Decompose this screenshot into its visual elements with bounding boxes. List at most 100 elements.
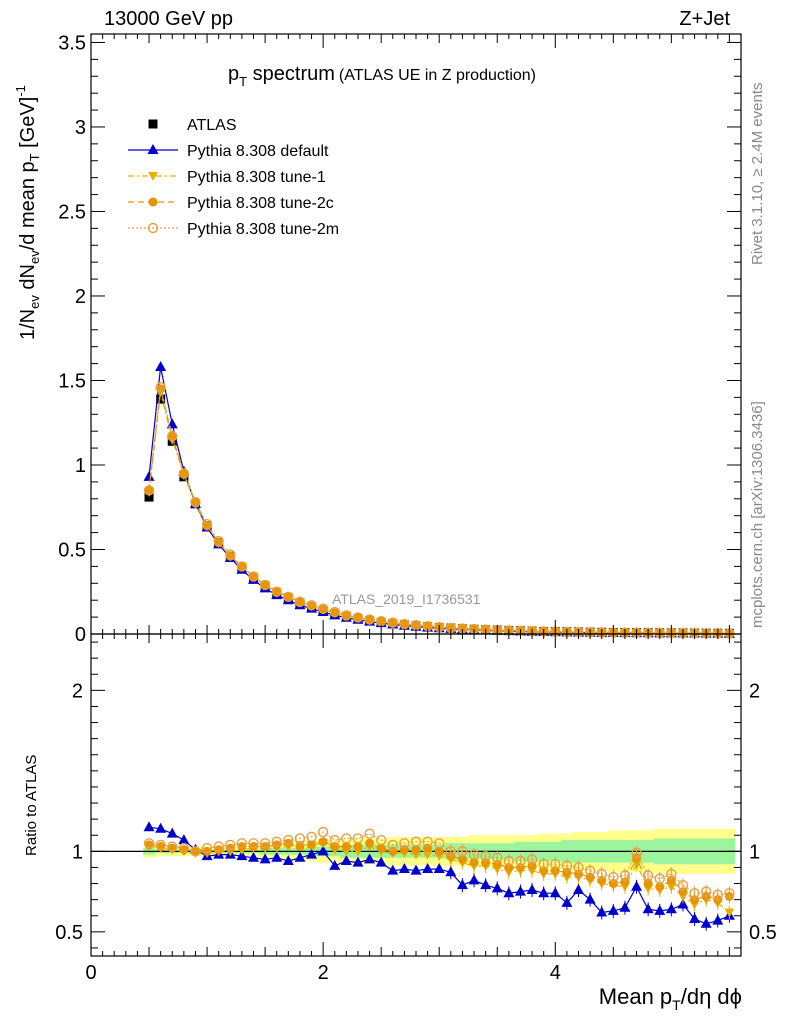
ratio-point <box>573 862 584 873</box>
ratio-point <box>712 889 723 901</box>
legend-item: Pythia 8.308 tune-2c <box>128 195 334 212</box>
data-point <box>399 619 409 629</box>
ratio-point <box>549 887 561 898</box>
y-tick-label: 2 <box>75 286 86 308</box>
ratio-point <box>526 883 538 894</box>
rivet-label: Rivet 3.1.10, ≥ 2.4M events <box>749 83 766 266</box>
ratio-point <box>248 851 259 862</box>
data-point <box>248 571 259 582</box>
ratio-point <box>306 848 318 859</box>
ratio-point <box>178 842 190 854</box>
legend-marker <box>147 144 159 154</box>
ratio-point <box>260 842 270 852</box>
ratio-point <box>143 821 155 832</box>
ratio-point <box>503 855 515 867</box>
ratio-point <box>318 837 328 847</box>
data-point <box>318 604 328 614</box>
ratio-point <box>352 856 364 867</box>
ratio-point <box>689 888 700 899</box>
legend-label: Pythia 8.308 tune-2m <box>187 221 339 238</box>
data-point <box>178 468 190 479</box>
ratio-point <box>561 860 573 872</box>
ratio-point <box>631 880 643 891</box>
ratio-point <box>294 851 306 862</box>
ratio-point <box>491 882 503 893</box>
ratio-point <box>410 864 422 875</box>
ratio-point <box>643 879 653 889</box>
ratio-point <box>353 842 363 852</box>
ratio-point <box>341 842 351 852</box>
ratio-point <box>642 870 654 881</box>
x-tick-label: 4 <box>550 962 561 984</box>
ratio-series-pythia-8-308-tune-2m <box>143 826 735 902</box>
ratio-point <box>167 841 178 852</box>
ratio-point <box>225 843 235 853</box>
data-point <box>259 579 271 591</box>
data-point <box>307 601 317 611</box>
ratio-series-pythia-8-308-default <box>143 821 735 931</box>
data-point <box>155 360 167 371</box>
ratio-point <box>503 887 515 898</box>
ratio-point <box>724 888 735 899</box>
ratio-point <box>213 841 224 852</box>
ratio-point <box>340 855 352 866</box>
ratio-point <box>387 864 399 875</box>
x-tick-label: 2 <box>318 962 329 984</box>
data-point <box>167 431 177 441</box>
data-point <box>144 492 154 502</box>
legend-label: Pythia 8.308 tune-2c <box>187 195 334 212</box>
data-point <box>387 617 398 628</box>
data-point <box>294 596 306 608</box>
ratio-point <box>143 838 155 849</box>
ratio-point <box>561 896 573 907</box>
data-point <box>446 623 456 633</box>
ratio-point <box>307 840 317 850</box>
ratio-point <box>642 903 654 914</box>
ratio-point <box>329 859 341 870</box>
y-tick-label: 3.5 <box>58 32 86 54</box>
ratio-point <box>294 833 306 844</box>
ratio-point <box>445 846 457 857</box>
ratio-point <box>259 853 271 864</box>
legend-item: Pythia 8.308 tune-1 <box>128 169 326 186</box>
ratio-point <box>422 836 433 847</box>
data-point <box>271 586 282 597</box>
legend-label: Pythia 8.308 tune-1 <box>187 169 326 186</box>
legend-item: Pythia 8.308 tune-2m <box>128 221 339 238</box>
ratio-point <box>538 859 549 870</box>
plot-title: pT spectrum (ATLAS UE in Z production) <box>228 63 536 89</box>
ratio-point <box>480 850 491 862</box>
ratio-point <box>166 827 178 838</box>
ratio-point <box>677 879 689 891</box>
y-tick-label: 2.5 <box>58 201 86 223</box>
ratio-point <box>295 842 305 852</box>
ratio-point <box>365 838 375 848</box>
ratio-point <box>155 839 166 851</box>
ratio-point <box>608 871 619 883</box>
energy-label: 13000 GeV pp <box>104 8 233 30</box>
ratio-point <box>249 842 258 852</box>
data-point <box>143 485 155 496</box>
ratio-point <box>201 842 213 854</box>
ratio-point <box>364 853 376 864</box>
ratio-point <box>607 904 619 915</box>
legend-marker <box>148 172 158 181</box>
ratio-y-tick-label-right: 1 <box>749 841 760 863</box>
y-axis-label-top: 1/Nev dNev/d mean pT [GeV]-1 <box>13 85 42 340</box>
ratio-point <box>700 917 712 928</box>
data-point <box>190 496 201 508</box>
ratio-line <box>148 831 730 896</box>
data-point <box>201 518 213 530</box>
ratio-panel-series <box>143 821 735 931</box>
ratio-y-tick-label: 2 <box>72 680 83 702</box>
ratio-point <box>492 852 503 863</box>
ratio-point <box>214 845 224 855</box>
ratio-point <box>398 863 410 874</box>
ratio-point <box>283 834 294 846</box>
x-tick-label: 0 <box>85 962 96 984</box>
ratio-point <box>178 834 190 845</box>
ratio-point <box>434 838 445 849</box>
ratio-point <box>155 822 167 833</box>
ratio-point <box>584 893 596 904</box>
ratio-point <box>631 847 642 859</box>
